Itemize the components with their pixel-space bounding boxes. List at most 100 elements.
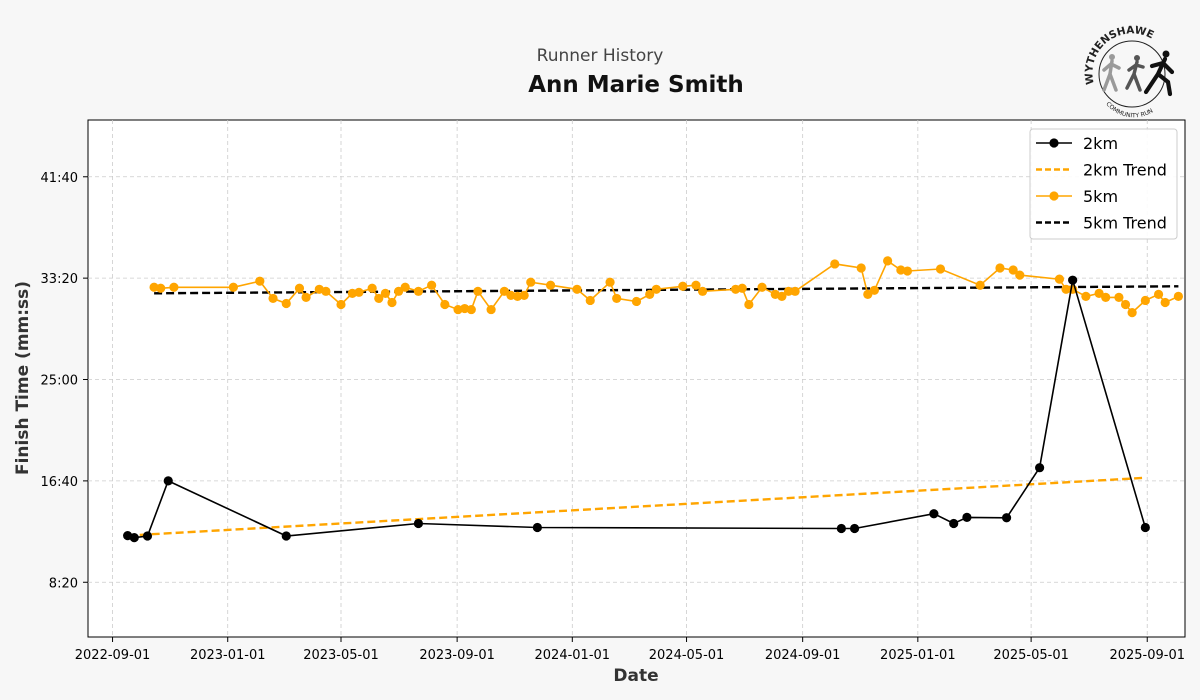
point-5km bbox=[1153, 289, 1164, 299]
point-5km bbox=[1094, 288, 1104, 298]
point-5km bbox=[400, 282, 410, 292]
point-5km bbox=[440, 299, 450, 310]
x-tick-label: 2022-09-01 bbox=[75, 648, 151, 663]
plot-area bbox=[87, 119, 1186, 638]
y-tick-label: 25:00 bbox=[41, 374, 78, 389]
point-5km bbox=[466, 304, 476, 315]
point-5km bbox=[691, 280, 701, 290]
point-5km bbox=[255, 276, 265, 286]
point-5km bbox=[737, 283, 747, 293]
point-2km bbox=[129, 533, 139, 543]
point-5km bbox=[995, 263, 1005, 273]
point-5km bbox=[975, 280, 985, 290]
y-tick-label: 16:40 bbox=[41, 475, 78, 490]
point-2km bbox=[142, 531, 153, 541]
point-5km bbox=[651, 284, 661, 294]
axes: 2022-09-01 2023-01-01 2023-05-01 2023-09-01… bbox=[41, 171, 1185, 663]
point-5km bbox=[631, 296, 642, 307]
point-5km bbox=[869, 285, 880, 295]
point-5km bbox=[744, 299, 754, 310]
point-5km bbox=[1015, 270, 1025, 280]
point-5km bbox=[1140, 295, 1150, 306]
point-5km bbox=[856, 263, 866, 273]
point-5km bbox=[790, 286, 800, 296]
point-2km bbox=[1140, 522, 1150, 533]
x-tick-label: 2024-01-01 bbox=[535, 648, 611, 663]
point-5km bbox=[757, 282, 767, 292]
point-5km bbox=[585, 295, 595, 306]
point-5km bbox=[321, 286, 331, 296]
logo-top-text: WYTHENSHAWE bbox=[1083, 24, 1156, 85]
point-5km bbox=[1114, 292, 1124, 303]
running-figures-icon bbox=[1102, 50, 1175, 97]
point-5km bbox=[863, 289, 873, 299]
legend-label-2km: 2km bbox=[1083, 134, 1118, 153]
x-tick-label: 2024-05-01 bbox=[649, 648, 725, 663]
legend-label-2km-trend: 2km Trend bbox=[1083, 161, 1167, 180]
point-5km bbox=[1127, 308, 1137, 318]
series-line-2km bbox=[127, 279, 1147, 539]
point-5km bbox=[499, 286, 509, 296]
x-tick-label: 2023-05-01 bbox=[303, 648, 379, 663]
y-tick-label: 8:20 bbox=[49, 576, 78, 591]
point-5km bbox=[301, 292, 311, 303]
point-5km bbox=[169, 282, 179, 292]
point-5km bbox=[387, 297, 397, 308]
point-2km bbox=[949, 518, 959, 529]
point-5km bbox=[228, 282, 238, 292]
series-layer bbox=[123, 256, 1183, 543]
point-5km bbox=[612, 293, 622, 304]
legend-label-5km-trend: 5km Trend bbox=[1083, 214, 1167, 233]
point-5km bbox=[678, 281, 688, 291]
point-5km bbox=[697, 286, 708, 296]
point-2km bbox=[929, 509, 939, 519]
point-2km bbox=[413, 518, 424, 529]
point-5km bbox=[473, 286, 483, 296]
point-5km bbox=[1120, 299, 1131, 310]
point-5km bbox=[294, 283, 305, 293]
x-tick-label: 2025-01-01 bbox=[880, 648, 956, 663]
point-5km bbox=[413, 286, 424, 296]
x-tick-label: 2025-05-01 bbox=[993, 648, 1069, 663]
x-axis-label: Date bbox=[613, 666, 658, 686]
point-5km bbox=[526, 277, 536, 287]
point-2km bbox=[849, 523, 860, 534]
point-5km bbox=[1160, 297, 1170, 308]
point-2km bbox=[962, 512, 972, 522]
point-2km bbox=[1068, 275, 1078, 285]
point-5km bbox=[1054, 274, 1065, 284]
y-tick-label: 33:20 bbox=[41, 272, 78, 287]
point-5km bbox=[935, 264, 946, 274]
point-5km bbox=[336, 299, 346, 310]
point-5km bbox=[830, 259, 840, 269]
point-5km bbox=[519, 290, 529, 300]
x-tick-label: 2023-01-01 bbox=[190, 648, 266, 663]
point-5km bbox=[645, 289, 655, 299]
legend-marker-2km bbox=[1049, 138, 1059, 148]
svg-text:WYTHENSHAWE: WYTHENSHAWE bbox=[1083, 24, 1156, 85]
point-2km bbox=[163, 476, 173, 486]
point-5km bbox=[572, 284, 582, 294]
point-5km bbox=[777, 291, 787, 301]
point-2km bbox=[532, 522, 542, 533]
x-tick-label: 2024-09-01 bbox=[765, 648, 841, 663]
chart-title: Ann Marie Smith bbox=[528, 72, 744, 98]
point-5km bbox=[545, 280, 556, 290]
point-5km bbox=[374, 293, 384, 304]
point-5km bbox=[268, 293, 278, 304]
point-5km bbox=[1008, 265, 1018, 275]
point-2km bbox=[1035, 463, 1045, 473]
legend-box bbox=[1029, 128, 1178, 240]
point-5km bbox=[380, 288, 390, 298]
point-5km bbox=[281, 298, 291, 309]
point-5km bbox=[1081, 291, 1091, 301]
point-5km bbox=[902, 266, 913, 276]
x-tick-label: 2023-09-01 bbox=[419, 648, 495, 663]
legend-marker-5km bbox=[1049, 191, 1059, 201]
point-5km bbox=[393, 286, 404, 296]
y-axis-label: Finish Time (mm:ss) bbox=[13, 281, 33, 475]
point-5km bbox=[1061, 284, 1071, 294]
point-5km bbox=[354, 287, 364, 297]
series-line-2km-trend bbox=[127, 476, 1146, 537]
chart-subtitle: Runner History bbox=[536, 46, 664, 66]
